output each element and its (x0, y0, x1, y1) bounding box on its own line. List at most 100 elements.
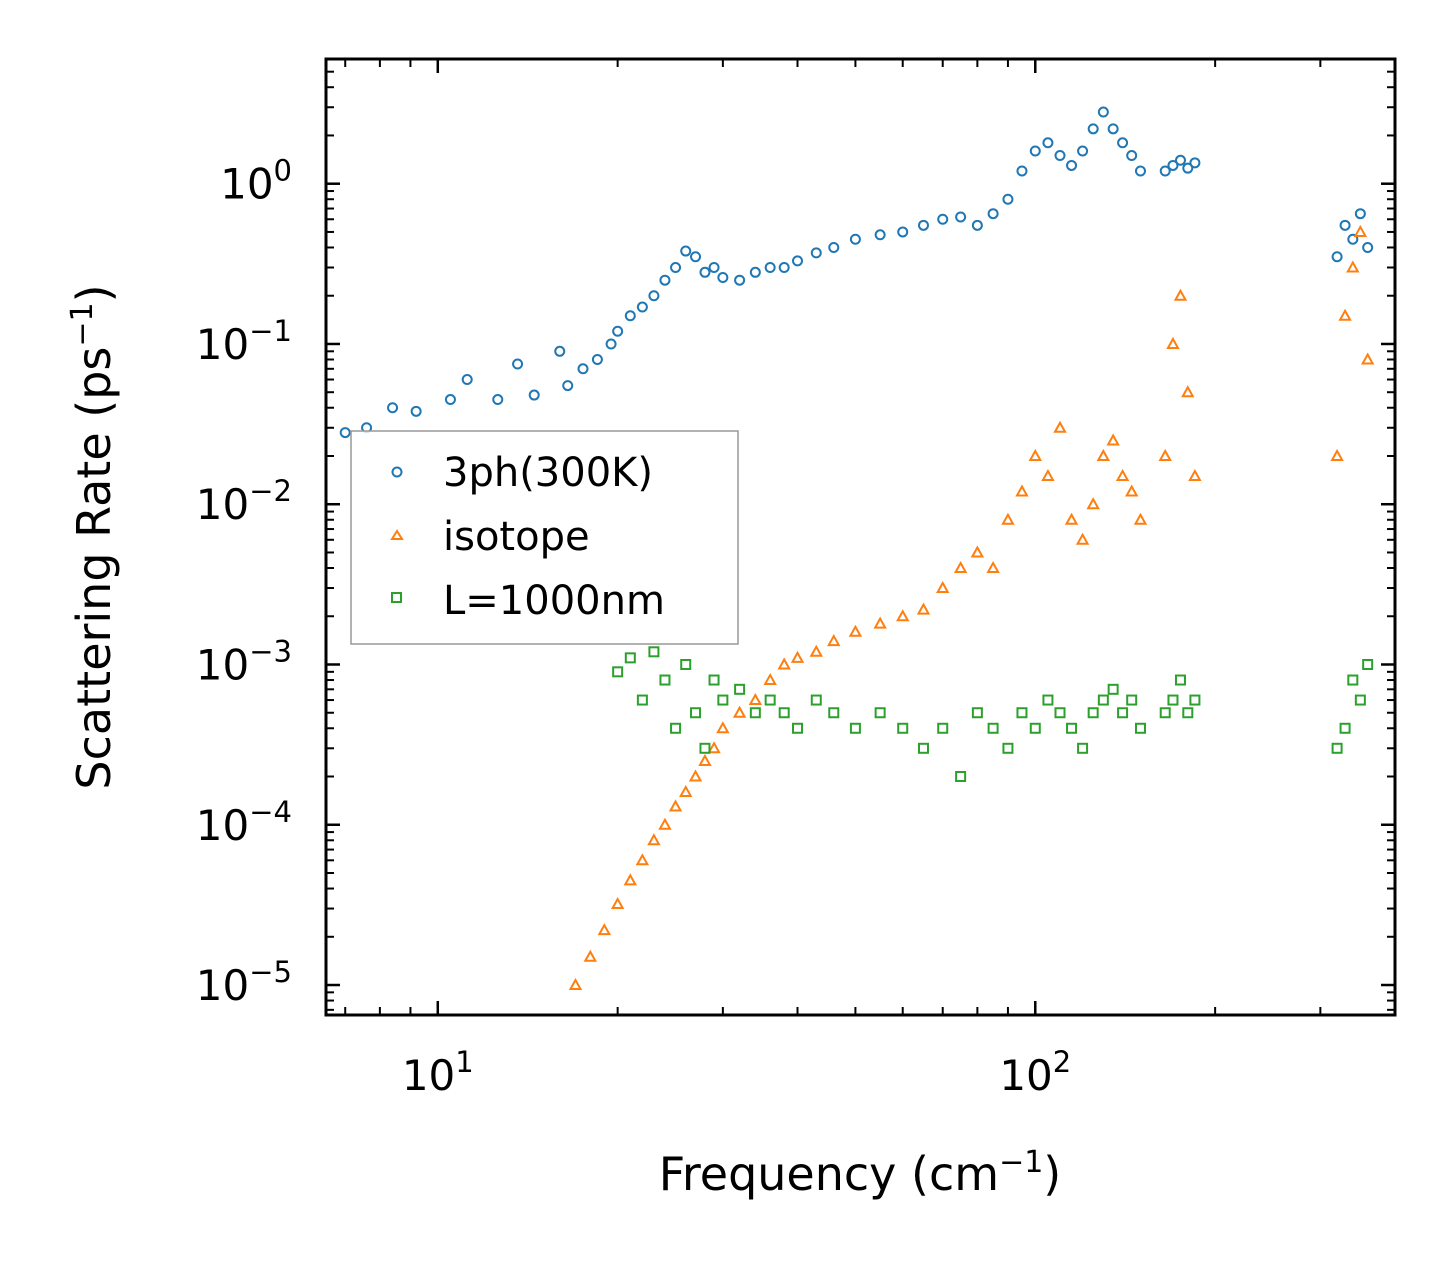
data-point-isotope (1086, 497, 1100, 510)
data-point-isotope (647, 833, 661, 846)
y-tick-label: 10−3 (196, 634, 292, 689)
data-point-3ph (699, 266, 711, 278)
y-tick-label: 10−2 (196, 474, 292, 529)
data-point-isotope (597, 923, 612, 936)
data-point-l1000nm (717, 694, 729, 706)
data-point-3ph (917, 219, 929, 231)
data-point-isotope (1106, 433, 1120, 446)
data-point-3ph (1054, 149, 1066, 161)
data-point-l1000nm (612, 666, 624, 678)
data-point-isotope (1115, 468, 1130, 482)
data-point-isotope (583, 949, 598, 962)
data-point-isotope (1001, 512, 1015, 525)
data-point-l1000nm (749, 707, 761, 719)
data-point-l1000nm (937, 722, 949, 734)
data-point-l1000nm (897, 722, 909, 734)
data-point-l1000nm (917, 742, 929, 754)
data-point-3ph (717, 271, 729, 283)
y-tick-label: 100 (220, 154, 292, 209)
data-point-isotope (1346, 260, 1360, 273)
data-point-l1000nm (1016, 707, 1028, 719)
data-point-3ph (1134, 165, 1146, 177)
data-point-isotope (873, 616, 887, 629)
data-point-l1000nm (1042, 694, 1054, 706)
data-point-3ph (612, 325, 624, 337)
data-point-isotope (896, 609, 910, 622)
data-point-isotope (936, 580, 950, 594)
data-point-l1000nm (708, 674, 720, 686)
data-point-3ph (1189, 157, 1201, 169)
data-point-3ph (648, 290, 660, 302)
data-point-3ph (764, 262, 776, 274)
data-point-isotope (763, 672, 777, 686)
data-point-l1000nm (670, 722, 682, 734)
data-point-3ph (1097, 106, 1109, 118)
data-point-l1000nm (1174, 674, 1186, 686)
data-point-isotope (809, 644, 823, 657)
x-axis-label: Frequency (cm−1) (659, 1145, 1062, 1201)
data-point-l1000nm (1362, 658, 1374, 670)
data-point-3ph (828, 241, 840, 253)
data-point-isotope (1124, 484, 1139, 497)
data-point-3ph (778, 262, 790, 274)
data-point-l1000nm (971, 707, 983, 719)
data-point-3ph (410, 405, 422, 417)
data-point-l1000nm (1331, 742, 1343, 754)
data-point-3ph (512, 358, 524, 370)
data-point-3ph (1117, 137, 1129, 149)
data-point-l1000nm (1097, 694, 1109, 706)
data-point-l1000nm (1087, 707, 1099, 719)
data-point-isotope (1338, 308, 1352, 321)
data-point-l1000nm (1339, 722, 1351, 734)
data-point-isotope (688, 769, 703, 782)
x-tick-label: 101 (402, 1045, 474, 1100)
data-point-l1000nm (1054, 707, 1066, 719)
data-point-3ph (492, 394, 504, 406)
data-point-l1000nm (874, 707, 886, 719)
data-point-l1000nm (624, 652, 636, 664)
data-point-l1000nm (734, 683, 746, 695)
data-point-3ph (749, 266, 761, 278)
legend-box (350, 430, 739, 645)
data-point-3ph (1354, 208, 1366, 220)
data-point-isotope (916, 602, 931, 615)
data-point-isotope (1188, 468, 1202, 482)
data-point-isotope (1028, 448, 1042, 461)
y-tick-label: 10−5 (196, 955, 292, 1010)
data-point-l1000nm (764, 694, 776, 706)
data-point-3ph (690, 251, 702, 263)
legend-marker-l1000nm (391, 592, 402, 603)
legend-marker-isotope (390, 529, 404, 540)
x-tick-label: 102 (999, 1045, 1071, 1100)
data-point-l1000nm (1167, 694, 1179, 706)
data-point-3ph (659, 274, 671, 286)
data-point-3ph (1029, 145, 1041, 157)
data-point-isotope (1173, 288, 1188, 301)
data-point-3ph (339, 427, 351, 439)
data-point-3ph (1002, 193, 1014, 205)
data-point-isotope (1166, 336, 1180, 349)
data-point-isotope (732, 705, 747, 718)
data-point-3ph (1042, 137, 1054, 149)
series-l-1000nm (612, 646, 1374, 783)
data-point-isotope (1064, 512, 1079, 525)
data-point-3ph (1174, 154, 1186, 166)
data-point-isotope (716, 721, 730, 734)
data-point-isotope (1041, 468, 1055, 482)
data-point-isotope (1096, 448, 1111, 461)
data-point-l1000nm (1117, 707, 1129, 719)
y-axis-label: Scattering Rate (ps−1) (65, 284, 121, 789)
data-point-isotope (635, 853, 650, 866)
data-point-isotope (623, 873, 638, 886)
data-point-l1000nm (1182, 707, 1194, 719)
data-point-l1000nm (1134, 722, 1146, 734)
data-point-3ph (937, 213, 949, 225)
data-point-3ph (874, 229, 886, 241)
data-point-isotope (698, 753, 712, 766)
data-point-3ph (1107, 123, 1119, 135)
data-point-3ph (1016, 165, 1028, 177)
data-point-isotope (1181, 385, 1195, 398)
data-point-3ph (670, 262, 682, 274)
data-point-3ph (955, 211, 967, 223)
